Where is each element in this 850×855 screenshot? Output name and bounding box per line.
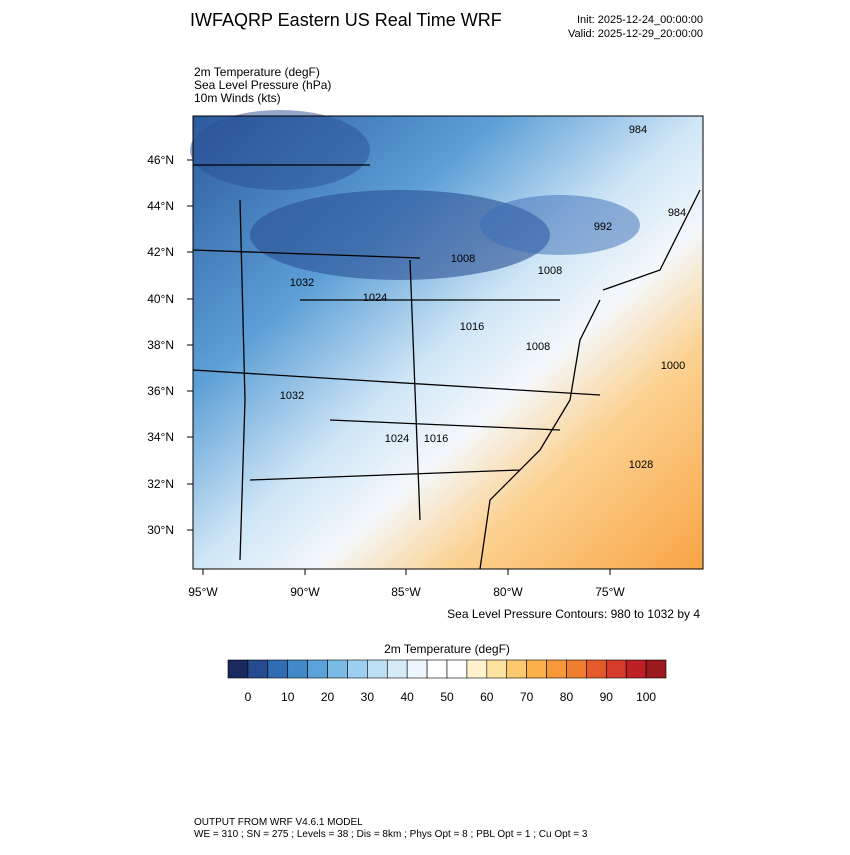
cold-area [480,195,640,255]
lat-label: 42°N [147,245,174,259]
lon-label: 95°W [188,585,218,599]
colorbar-box [446,659,468,679]
colorbar-tick-label: 90 [600,690,614,704]
contour-label: 1016 [460,321,484,333]
colorbar-tick-label: 100 [636,690,656,704]
temperature-field [193,116,703,569]
contour-note: Sea Level Pressure Contours: 980 to 1032… [447,607,700,621]
contour-label: 1024 [363,292,387,304]
colorbar-box [386,659,408,679]
title: IWFAQRP Eastern US Real Time WRF [190,10,502,30]
field-label: 2m Temperature (degF) [194,65,320,79]
colorbar-box [566,659,587,679]
colorbar-tick-label: 60 [480,690,494,704]
colorbar-box [645,659,667,679]
lat-label: 46°N [147,153,174,167]
colorbar-tick-label: 30 [361,690,375,704]
colorbar-box [546,659,567,679]
field-label: Sea Level Pressure (hPa) [194,78,331,92]
contour-label: 1032 [290,277,314,289]
colorbar-box [466,659,488,679]
colorbar-box [267,659,289,679]
colorbar-box [526,659,547,679]
lat-label: 30°N [147,523,174,537]
colorbar-box [406,659,428,679]
lat-label: 44°N [147,199,174,213]
lon-label: 80°W [493,585,523,599]
lon-label: 90°W [290,585,320,599]
contour-label: 984 [629,124,647,136]
colorbar-box [247,659,269,679]
contour-label: 1024 [385,433,409,445]
lat-label: 40°N [147,292,174,306]
colorbar-box [367,659,388,679]
colorbar-box [347,659,368,679]
cold-area [190,110,370,190]
colorbar-tick-label: 50 [440,690,454,704]
cold-area [250,190,550,280]
map [190,110,704,570]
lat-label: 38°N [147,338,174,352]
colorbar-box [307,659,328,679]
colorbar-box [586,659,607,679]
colorbar-box [605,659,627,679]
contour-label: 1032 [280,390,304,402]
colorbar-tick-label: 80 [560,690,574,704]
valid-time: Valid: 2025-12-29_20:00:00 [568,28,703,40]
contour-label: 1008 [538,265,562,277]
colorbar-box [426,659,448,679]
lat-label: 32°N [147,477,174,491]
init-time: Init: 2025-12-24_00:00:00 [577,14,703,26]
contour-label: 1008 [526,341,550,353]
colorbar-box [486,659,508,679]
lat-label: 36°N [147,384,174,398]
map-frame [192,115,704,570]
lon-label: 75°W [595,585,625,599]
contour-label: 1028 [629,459,653,471]
colorbar-box [227,659,249,679]
footer: WE = 310 ; SN = 275 ; Levels = 38 ; Dis … [194,829,588,840]
colorbar-tick-label: 0 [245,690,252,704]
footer: OUTPUT FROM WRF V4.6.1 MODEL [194,817,363,828]
lon-label: 85°W [391,585,421,599]
colorbar-tick-label: 10 [281,690,295,704]
contour-label: 1000 [661,360,685,372]
field-label: 10m Winds (kts) [194,91,281,105]
contour-label: 984 [668,207,686,219]
colorbar-tick-label: 70 [520,690,534,704]
colorbar-tick-label: 40 [401,690,415,704]
borders [192,164,701,570]
colorbar-box [625,659,647,679]
lat-label: 34°N [147,430,174,444]
colorbar-box [327,659,348,679]
colorbar-box [506,659,527,679]
contour-label: 1008 [451,253,475,265]
colorbar-box [287,659,308,679]
contour-label: 1016 [424,433,448,445]
contour-label: 992 [594,221,612,233]
colorbar-tick-label: 20 [321,690,335,704]
colorbar-title: 2m Temperature (degF) [384,642,510,656]
